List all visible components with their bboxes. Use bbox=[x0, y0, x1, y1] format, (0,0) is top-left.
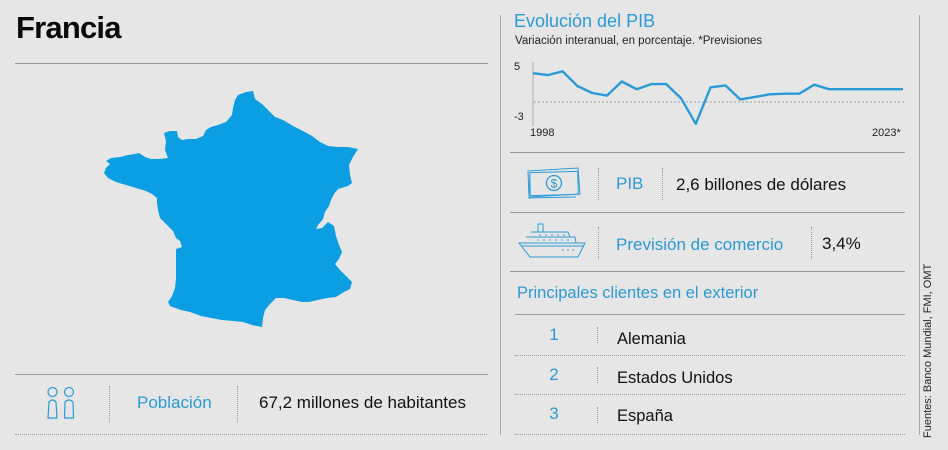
x-axis-start-label: 1998 bbox=[530, 127, 555, 139]
gdp-value: 2,6 billones de dólares bbox=[676, 175, 847, 194]
trade-bottom-divider bbox=[510, 271, 905, 272]
gdp-bottom-divider bbox=[510, 212, 905, 213]
ship-icon bbox=[518, 223, 586, 258]
x-axis-end-label: 2023* bbox=[872, 127, 901, 139]
gdp-separator bbox=[598, 168, 599, 200]
client-row-divider bbox=[515, 355, 905, 356]
trade-separator-2 bbox=[811, 227, 812, 259]
chart-title: Evolución del PIB bbox=[514, 11, 656, 31]
column-divider bbox=[500, 15, 501, 435]
client-rank: 1 bbox=[549, 325, 559, 344]
client-name: Estados Unidos bbox=[617, 369, 733, 387]
client-name: España bbox=[617, 407, 673, 425]
trade-label: Previsión de comercio bbox=[616, 235, 784, 254]
client-rank: 2 bbox=[549, 365, 559, 384]
population-separator bbox=[109, 386, 110, 422]
chart-subtitle: Variación interanual, en porcentaje. *Pr… bbox=[515, 35, 763, 47]
client-rank: 3 bbox=[549, 404, 559, 423]
clients-title: Principales clientes en el exterior bbox=[517, 284, 759, 302]
sources-note: Fuentes: Banco Mundial, FMI, OMT bbox=[922, 263, 934, 438]
gdp-line-chart bbox=[532, 62, 904, 126]
y-axis-bottom-label: -3 bbox=[514, 111, 524, 123]
population-value: 67,2 millones de habitantes bbox=[259, 393, 466, 412]
clients-title-divider bbox=[515, 314, 905, 315]
page-title: Francia bbox=[16, 10, 121, 45]
client-separator bbox=[597, 407, 598, 423]
right-divider bbox=[919, 15, 920, 435]
population-separator-2 bbox=[237, 386, 238, 422]
svg-text:$: $ bbox=[551, 177, 558, 191]
trade-separator bbox=[598, 227, 599, 259]
money-icon: $ bbox=[527, 167, 581, 199]
gdp-separator-2 bbox=[662, 168, 663, 200]
title-divider bbox=[15, 63, 488, 64]
client-row-divider bbox=[515, 434, 905, 435]
chart-bottom-divider bbox=[510, 152, 905, 153]
client-name: Alemania bbox=[617, 330, 686, 348]
population-bottom-divider bbox=[15, 434, 487, 435]
client-row-divider bbox=[515, 394, 905, 395]
client-separator bbox=[597, 327, 598, 343]
population-top-divider bbox=[15, 374, 488, 375]
trade-value: 3,4% bbox=[822, 234, 861, 253]
client-separator bbox=[597, 367, 598, 383]
gdp-series-line bbox=[532, 70, 903, 126]
population-label: Población bbox=[137, 393, 212, 412]
gdp-label: PIB bbox=[616, 174, 644, 193]
y-axis-top-label: 5 bbox=[514, 61, 521, 73]
people-icon bbox=[47, 386, 75, 419]
france-map bbox=[104, 91, 358, 327]
